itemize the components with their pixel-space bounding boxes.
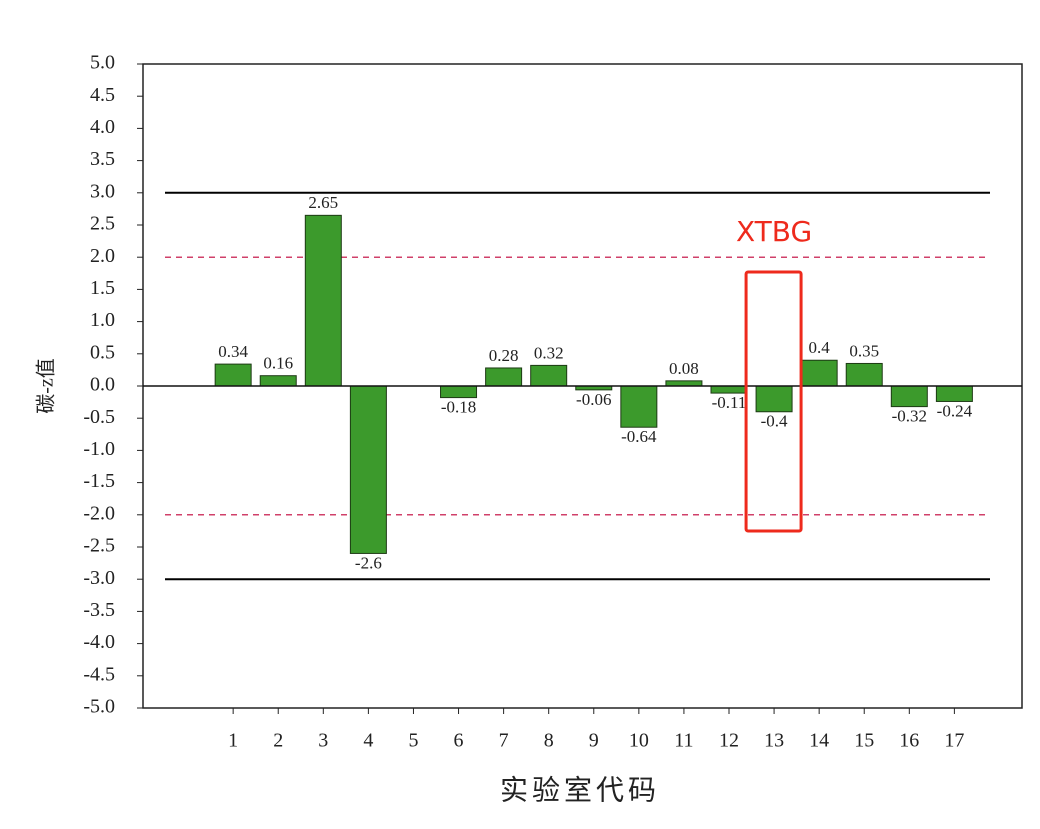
data-label: 2.65: [308, 193, 338, 212]
y-tick-label: -3.5: [83, 599, 115, 621]
y-tick-label: 1.0: [90, 309, 115, 331]
data-label: -0.06: [576, 390, 611, 409]
x-tick-label: 9: [589, 730, 599, 752]
x-tick-label: 7: [499, 730, 509, 752]
bar: [214, 363, 252, 387]
data-label: -0.4: [761, 412, 788, 431]
x-tick-label: 8: [544, 730, 554, 752]
bar: [845, 362, 883, 387]
x-tick-label: 4: [363, 730, 373, 752]
y-tick-label: -2.5: [83, 535, 115, 557]
y-tick-label: -4.0: [83, 631, 115, 653]
y-tick-label: -1.5: [83, 470, 115, 492]
x-tick-label: 14: [809, 730, 829, 752]
y-tick-label: 1.5: [90, 277, 115, 299]
x-tick-label: 17: [944, 730, 964, 752]
x-tick-label: 1: [228, 730, 238, 752]
y-axis-label: 碳-z值: [35, 358, 58, 414]
x-tick-label: 16: [899, 730, 919, 752]
bar: [530, 364, 568, 387]
bar: [620, 385, 658, 428]
x-tick-label: 12: [719, 730, 739, 752]
data-label: 0.35: [849, 341, 879, 360]
x-tick-label: 11: [674, 730, 693, 752]
y-tick-label: -5.0: [83, 696, 115, 718]
data-label: 0.32: [534, 343, 564, 362]
data-label: -0.64: [621, 427, 657, 446]
data-label: -2.6: [355, 553, 382, 572]
y-tick-label: -4.5: [83, 663, 115, 685]
data-label: 0.08: [669, 359, 699, 378]
bar: [755, 385, 793, 413]
bar: [259, 375, 297, 387]
bar: [485, 367, 523, 387]
bar: [440, 385, 478, 399]
y-tick-label: 3.5: [90, 148, 115, 170]
bar: [800, 359, 838, 387]
y-tick-label: -3.0: [83, 567, 115, 589]
y-tick-label: -1.0: [83, 438, 115, 460]
y-tick-label: 3.0: [90, 180, 115, 202]
x-tick-label: 5: [408, 730, 418, 752]
data-label: 0.16: [263, 354, 293, 373]
y-tick-label: 2.5: [90, 213, 115, 235]
y-tick-label: 2.0: [90, 245, 115, 267]
x-tick-label: 3: [318, 730, 328, 752]
annotation-text: XTBG: [736, 215, 812, 248]
x-tick-label: 2: [273, 730, 283, 752]
y-tick-label: 4.0: [90, 116, 115, 138]
y-tick-label: 4.5: [90, 84, 115, 106]
bar: [665, 380, 703, 387]
data-label: -0.24: [937, 401, 973, 420]
bar: [304, 214, 342, 387]
data-label: -0.32: [892, 407, 927, 426]
data-label: -0.11: [712, 393, 747, 412]
y-tick-label: 0.5: [90, 341, 115, 363]
x-tick-label: 10: [629, 730, 649, 752]
x-tick-label: 6: [454, 730, 464, 752]
x-tick-label: 15: [854, 730, 874, 752]
bar: [349, 385, 387, 554]
data-label: 0.28: [489, 346, 519, 365]
data-label: 0.34: [218, 342, 248, 361]
bar: [890, 385, 928, 408]
data-label: 0.4: [809, 338, 831, 357]
highlight-box: [744, 270, 803, 533]
x-axis-label: 实验室代码: [500, 774, 660, 806]
x-tick-label: 13: [764, 730, 784, 752]
y-tick-label: -2.0: [83, 502, 115, 524]
y-tick-label: 5.0: [90, 52, 115, 74]
y-tick-label: 0.0: [90, 374, 115, 396]
y-tick-label: -0.5: [83, 406, 115, 428]
bar: [935, 385, 973, 402]
data-label: -0.18: [441, 397, 476, 416]
